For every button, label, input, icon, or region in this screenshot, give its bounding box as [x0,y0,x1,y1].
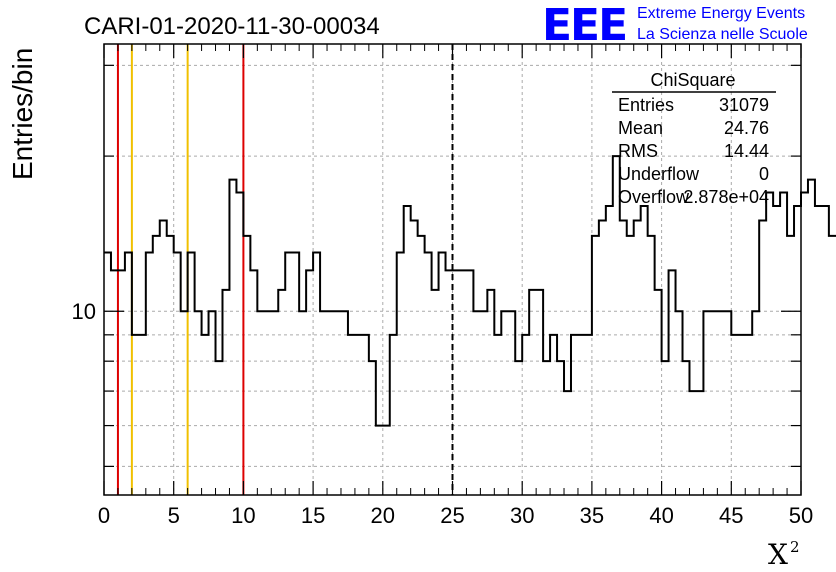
x-axis-ticks: 0 5 10 15 20 25 30 35 40 45 50 [98,44,813,528]
x-tick-label: 40 [649,503,673,528]
x-tick-label: 50 [789,503,813,528]
x-axis-label-base: X [768,538,788,571]
eee-logo: EEE Extreme Energy Events La Scienza nel… [542,0,808,51]
stats-title: ChiSquare [650,70,735,90]
x-tick-label: 0 [98,503,110,528]
stats-label: Entries [618,95,674,115]
x-tick-label: 15 [301,503,325,528]
stats-label: RMS [618,141,658,161]
x-tick-label: 10 [231,503,255,528]
stats-value: 0 [759,164,769,184]
y-axis-label: Entries/bin [7,48,38,180]
stats-value: 14.44 [724,141,769,161]
stats-label: Underflow [618,164,700,184]
x-tick-label: 45 [719,503,743,528]
stats-box: ChiSquare Entries 31079 Mean 24.76 RMS 14.44 U… [612,70,776,207]
y-axis-ticks: 10 [72,64,801,467]
x-tick-label: 5 [168,503,180,528]
histogram-line [104,155,836,427]
stats-value: 2.878e+04 [683,187,769,207]
stats-value: 31079 [719,95,769,115]
y-tick-label: 10 [72,299,96,324]
stats-value: 24.76 [724,118,769,138]
x-tick-label: 25 [440,503,464,528]
stats-label: Mean [618,118,663,138]
logo-line-1: Extreme Energy Events [637,5,805,22]
eee-logo-mark: EEE [542,0,626,51]
x-tick-label: 30 [510,503,534,528]
chart-title: CARI-01-2020-11-30-00034 [84,13,380,40]
stats-label: Overflow [618,187,690,207]
x-axis-label: X 2 [768,538,800,571]
x-axis-label-superscript: 2 [790,538,800,556]
x-tick-label: 35 [580,503,604,528]
x-tick-label: 20 [371,503,395,528]
logo-line-2: La Scienza nelle Scuole [637,26,808,43]
